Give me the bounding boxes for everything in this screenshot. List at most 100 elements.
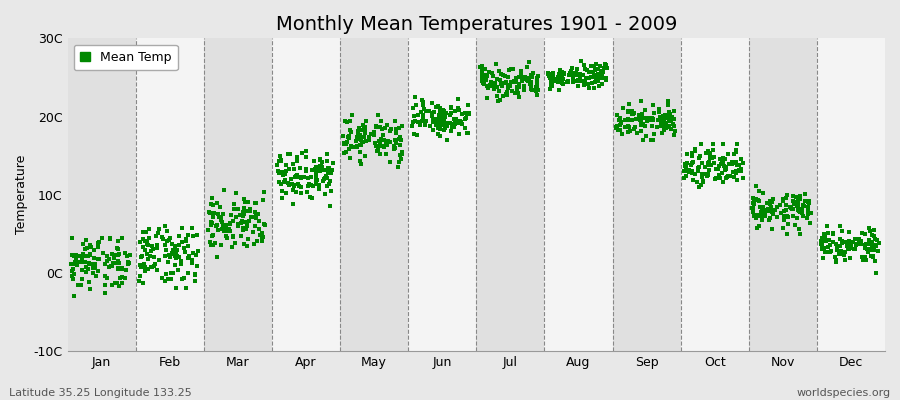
- Point: [777, 208, 791, 214]
- Point: [387, 137, 401, 144]
- Point: [236, 226, 250, 233]
- Point: [599, 62, 614, 69]
- Point: [551, 79, 565, 86]
- Point: [284, 181, 299, 187]
- Legend: Mean Temp: Mean Temp: [74, 44, 178, 70]
- Point: [207, 210, 221, 216]
- Point: [530, 84, 544, 90]
- Point: [646, 116, 661, 122]
- Point: [763, 206, 778, 213]
- Point: [189, 252, 203, 258]
- Point: [511, 94, 526, 100]
- Point: [290, 154, 304, 160]
- Point: [145, 263, 159, 270]
- Point: [105, 250, 120, 257]
- Point: [482, 83, 497, 90]
- Point: [801, 211, 815, 217]
- Point: [304, 195, 319, 202]
- Point: [279, 167, 293, 174]
- Point: [348, 138, 363, 144]
- Point: [745, 204, 760, 211]
- Point: [346, 144, 361, 150]
- Point: [750, 225, 764, 231]
- Point: [164, 276, 178, 282]
- Point: [554, 69, 569, 75]
- Point: [557, 70, 572, 76]
- Point: [176, 245, 191, 251]
- Point: [817, 238, 832, 244]
- Point: [547, 76, 562, 82]
- Point: [756, 190, 770, 196]
- Point: [169, 247, 184, 254]
- Point: [208, 222, 222, 229]
- Point: [141, 226, 156, 233]
- Point: [843, 240, 858, 246]
- Point: [136, 228, 150, 235]
- Point: [685, 168, 699, 174]
- Point: [371, 146, 385, 153]
- Point: [182, 253, 196, 259]
- Point: [727, 150, 742, 157]
- Point: [419, 118, 434, 124]
- Point: [102, 256, 116, 263]
- Point: [461, 101, 475, 108]
- Point: [340, 119, 355, 126]
- Point: [795, 210, 809, 217]
- Point: [554, 71, 569, 77]
- Point: [204, 242, 219, 248]
- Point: [110, 244, 124, 251]
- Point: [762, 208, 777, 214]
- Point: [476, 78, 491, 85]
- Point: [822, 237, 836, 244]
- Point: [706, 141, 721, 147]
- Point: [570, 72, 584, 78]
- Point: [868, 236, 882, 242]
- Point: [632, 112, 646, 118]
- Point: [406, 105, 420, 111]
- Point: [703, 151, 717, 158]
- Point: [223, 219, 238, 226]
- Point: [745, 204, 760, 211]
- Point: [202, 210, 217, 217]
- Point: [576, 82, 590, 88]
- Point: [369, 142, 383, 149]
- Bar: [544, 38, 613, 351]
- Point: [595, 71, 609, 78]
- Point: [657, 122, 671, 128]
- Point: [543, 74, 557, 81]
- Point: [172, 242, 186, 249]
- Point: [235, 218, 249, 224]
- Point: [707, 160, 722, 166]
- Point: [443, 112, 457, 118]
- Point: [430, 120, 445, 126]
- Point: [152, 257, 166, 263]
- Point: [866, 254, 880, 260]
- Point: [168, 250, 183, 256]
- Point: [493, 97, 508, 104]
- Point: [227, 206, 241, 212]
- Point: [480, 83, 494, 89]
- Point: [431, 130, 446, 137]
- Point: [645, 102, 660, 108]
- Point: [281, 151, 295, 157]
- Point: [476, 80, 491, 86]
- Point: [614, 120, 628, 126]
- Point: [91, 240, 105, 246]
- Point: [257, 222, 272, 229]
- Point: [205, 233, 220, 240]
- Point: [206, 202, 220, 208]
- Point: [274, 157, 288, 164]
- Point: [695, 174, 709, 180]
- Point: [220, 221, 234, 228]
- Point: [645, 117, 660, 124]
- Point: [165, 270, 179, 276]
- Point: [833, 236, 848, 243]
- Point: [578, 66, 592, 72]
- Point: [169, 285, 184, 291]
- Point: [530, 92, 544, 98]
- Point: [202, 209, 217, 215]
- Point: [276, 172, 291, 178]
- Point: [144, 264, 158, 270]
- Point: [248, 199, 263, 206]
- Point: [428, 109, 442, 115]
